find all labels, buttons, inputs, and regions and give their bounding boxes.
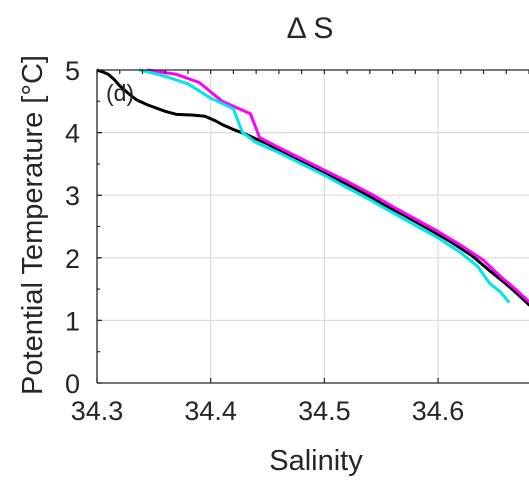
series-line-3 (138, 68, 510, 304)
x-tick-label: 34.6 (412, 396, 465, 426)
series-line-2 (146, 68, 529, 304)
x-tick-label: 34.3 (71, 396, 124, 426)
y-tick-label: 1 (65, 306, 80, 336)
x-tick-label: 34.4 (184, 396, 237, 426)
panel-label: (d) (106, 80, 134, 106)
chart-title: Δ S (287, 12, 334, 45)
y-tick-label: 3 (65, 181, 80, 211)
x-axis-label: Salinity (269, 445, 363, 477)
y-tick-label: 5 (65, 56, 80, 86)
axis-box (96, 69, 529, 384)
grid (97, 70, 529, 383)
ticks: 34.3 34.4 34.5 34.6 0 1 2 3 4 5 (65, 56, 529, 426)
series-line-1 (97, 68, 529, 307)
y-tick-label: 2 (65, 244, 80, 274)
y-axis-label: Potential Temperature [°C] (17, 55, 49, 395)
y-tick-label: 4 (65, 119, 80, 149)
x-tick-label: 34.5 (298, 396, 351, 426)
y-tick-label: 0 (65, 369, 80, 399)
data-series-group (97, 68, 529, 307)
